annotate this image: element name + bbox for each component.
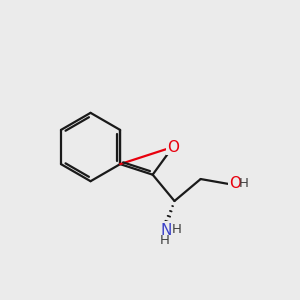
Text: O: O	[167, 140, 179, 154]
Text: O: O	[229, 176, 241, 191]
Text: N: N	[160, 223, 172, 238]
Text: H: H	[239, 177, 249, 190]
Text: H: H	[172, 223, 182, 236]
Text: H: H	[160, 234, 170, 247]
